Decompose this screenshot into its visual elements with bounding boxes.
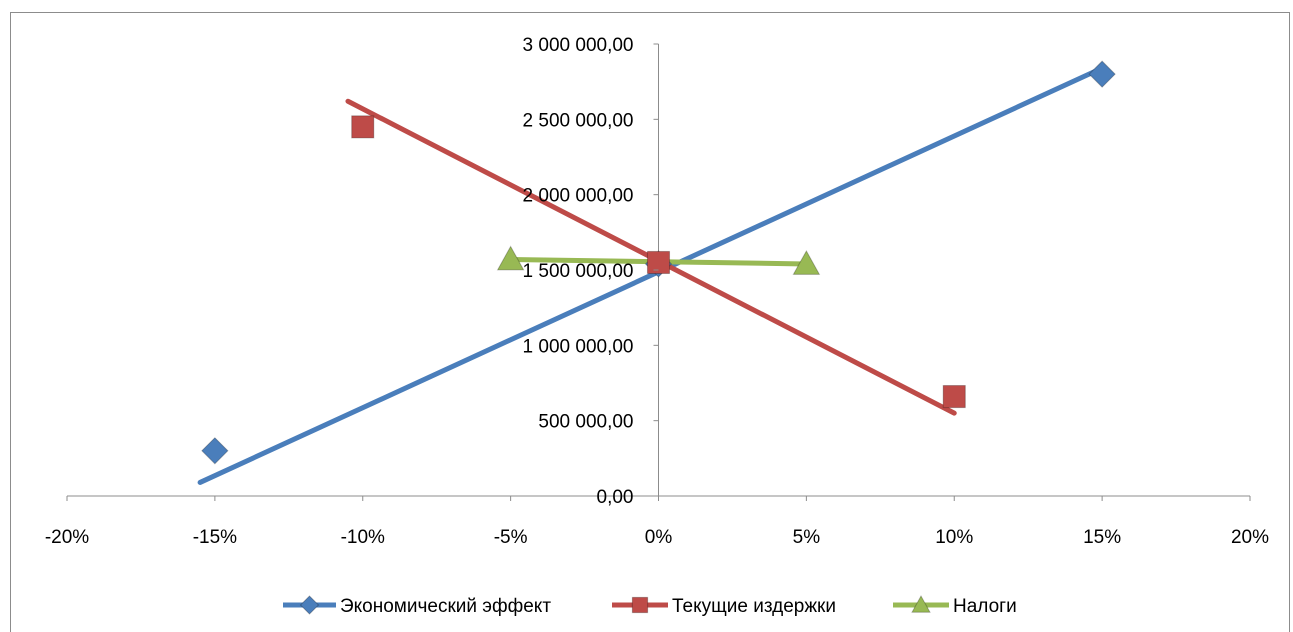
y-tick-label: 3 000 000,00	[523, 35, 634, 56]
legend-item-economic-effect: Экономический эффект	[283, 595, 551, 617]
x-tick-label: 5%	[793, 527, 821, 548]
current-costs-point	[646, 250, 671, 275]
x-tick-label: 15%	[1083, 527, 1121, 548]
legend-label-current-costs: Текущие издержки	[672, 596, 836, 617]
current-costs-point	[351, 115, 375, 139]
x-tick-label: -5%	[494, 527, 528, 548]
y-tick-label: 2 500 000,00	[523, 110, 634, 131]
economic-effect-point	[201, 437, 229, 465]
x-tick-label: 10%	[935, 527, 973, 548]
taxes-point	[792, 249, 821, 275]
y-tick-label: 1 000 000,00	[523, 336, 634, 357]
legend-marker-taxes	[911, 594, 931, 613]
economic-effect-point	[1088, 60, 1116, 88]
current-costs-point	[942, 385, 966, 409]
legend-marker-current-costs	[631, 596, 649, 614]
y-tick-label: 2 000 000,00	[523, 186, 634, 207]
x-tick-label: 0%	[645, 527, 673, 548]
legend-item-current-costs: Текущие издержки	[612, 596, 836, 617]
legend-label-taxes: Налоги	[953, 596, 1017, 617]
y-tick-label: 500 000,00	[538, 412, 633, 433]
economic-effect-trendline	[197, 65, 1105, 485]
x-tick-label: -15%	[193, 527, 237, 548]
legend-marker-economic-effect	[299, 595, 320, 615]
y-tick-label: 1 500 000,00	[523, 261, 634, 282]
chart-frame	[10, 12, 1290, 632]
legend-label-economic-effect: Экономический эффект	[340, 596, 551, 617]
legend-item-taxes: Налоги	[893, 594, 1017, 617]
x-tick-label: -20%	[45, 527, 89, 548]
x-tick-label: -10%	[341, 527, 385, 548]
taxes-point	[496, 245, 525, 271]
x-tick-label: 20%	[1231, 527, 1269, 548]
y-tick-label: 0,00	[597, 487, 634, 508]
